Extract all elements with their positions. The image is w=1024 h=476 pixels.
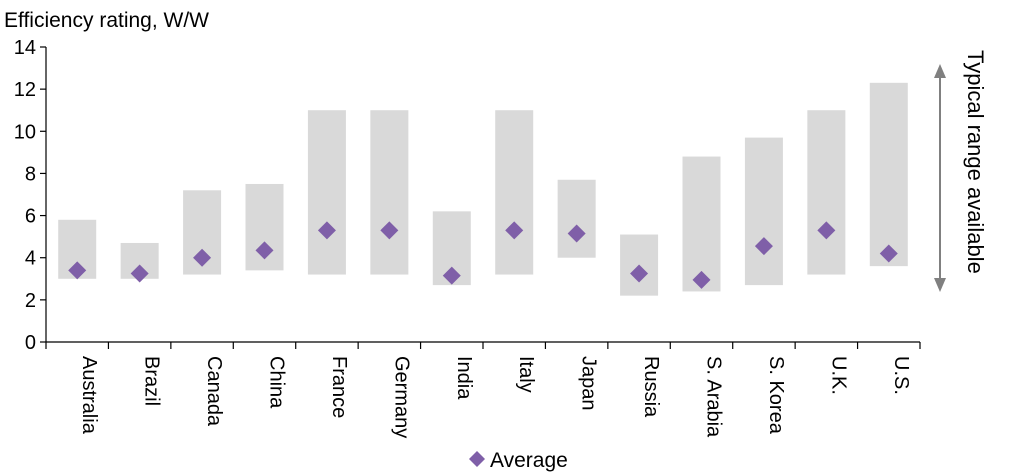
y-tick-label: 4 (25, 248, 36, 270)
range-annotation-label: Typical range available (963, 50, 988, 274)
y-tick-label: 14 (14, 37, 36, 59)
x-tick-label: Germany (390, 356, 412, 438)
range-bar (869, 82, 908, 267)
average-marker (255, 241, 274, 260)
average-marker (317, 221, 336, 240)
range-bar (682, 156, 721, 292)
y-tick-label: 8 (25, 163, 36, 185)
legend: Average (469, 449, 568, 472)
range-arrow-up-head (934, 64, 946, 78)
x-tick-label: Italy (515, 356, 537, 393)
x-tick-label: S. Korea (765, 356, 787, 435)
average-marker (193, 248, 212, 267)
legend-label: Average (490, 449, 568, 472)
y-tick-label: 2 (25, 290, 36, 312)
average-marker (442, 266, 461, 285)
x-tick-label: India (453, 356, 475, 400)
average-marker (879, 244, 898, 263)
y-tick-label: 6 (25, 206, 36, 228)
range-annotation: Typical range available (934, 50, 988, 292)
range-bar (744, 137, 783, 286)
average-marker (505, 221, 524, 240)
y-tick-label: 0 (25, 332, 36, 354)
y-ticks: 0 2 4 6 8 10 12 14 (14, 37, 46, 354)
range-bar (307, 110, 346, 275)
x-tick-label: S. Arabia (703, 356, 725, 438)
x-tick-label: U.K. (827, 356, 849, 395)
average-marker (380, 221, 399, 240)
x-ticks: Australia Brazil Canada China France Germany I… (45, 342, 921, 438)
range-bar (370, 110, 409, 275)
average-marker (754, 237, 773, 256)
average-marker (567, 224, 586, 243)
range-bar (557, 179, 596, 258)
x-tick-label: Japan (578, 356, 600, 411)
range-arrow-down-head (934, 278, 946, 292)
range-bar (495, 110, 534, 275)
average-markers (68, 221, 898, 289)
average-marker (68, 261, 87, 280)
x-tick-label: France (328, 356, 350, 418)
x-tick-label: Brazil (141, 356, 163, 406)
average-marker (817, 221, 836, 240)
x-tick-label: U.S. (890, 356, 912, 395)
x-tick-label: Australia (78, 356, 100, 435)
y-tick-label: 12 (14, 79, 36, 101)
x-tick-label: Russia (640, 356, 662, 418)
axes (45, 47, 920, 343)
range-bar (807, 110, 846, 275)
average-marker (130, 264, 149, 283)
range-bars (58, 82, 908, 296)
average-marker (692, 270, 711, 289)
y-tick-label: 10 (14, 121, 36, 143)
average-marker (630, 264, 649, 283)
x-tick-label: Canada (203, 356, 225, 427)
x-tick-label: China (266, 356, 288, 409)
legend-marker (469, 451, 485, 467)
y-axis-label: Efficiency rating, W/W (4, 9, 209, 32)
